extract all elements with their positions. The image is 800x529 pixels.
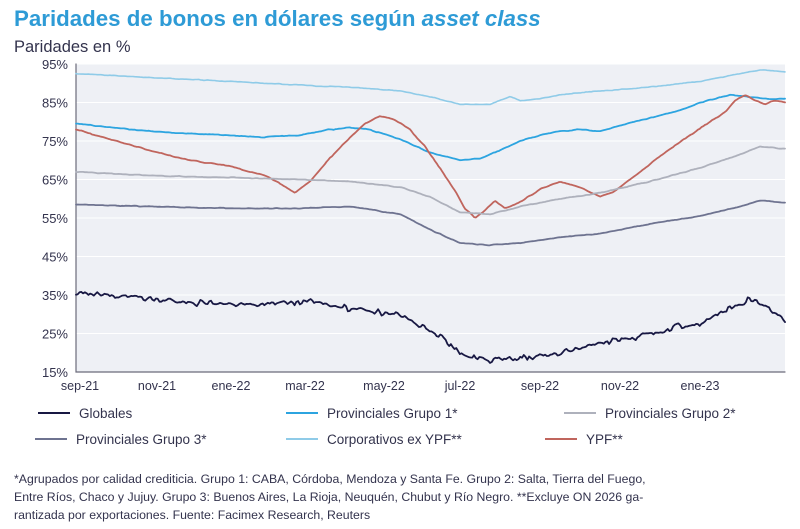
svg-text:55%: 55% [42, 211, 68, 226]
svg-text:mar-22: mar-22 [285, 379, 325, 393]
svg-text:nov-22: nov-22 [601, 379, 639, 393]
svg-text:75%: 75% [42, 134, 68, 149]
svg-text:jul-22: jul-22 [444, 379, 476, 393]
svg-text:sep-21: sep-21 [61, 379, 99, 393]
svg-text:nov-21: nov-21 [138, 379, 176, 393]
svg-text:65%: 65% [42, 173, 68, 188]
svg-text:85%: 85% [42, 96, 68, 111]
svg-text:ene-22: ene-22 [212, 379, 251, 393]
svg-text:may-22: may-22 [363, 379, 405, 393]
svg-text:sep-22: sep-22 [521, 379, 559, 393]
svg-text:35%: 35% [42, 288, 68, 303]
svg-text:45%: 45% [42, 250, 68, 265]
svg-text:ene-23: ene-23 [681, 379, 720, 393]
svg-text:25%: 25% [42, 327, 68, 342]
svg-text:15%: 15% [42, 365, 68, 380]
svg-text:95%: 95% [42, 57, 68, 72]
